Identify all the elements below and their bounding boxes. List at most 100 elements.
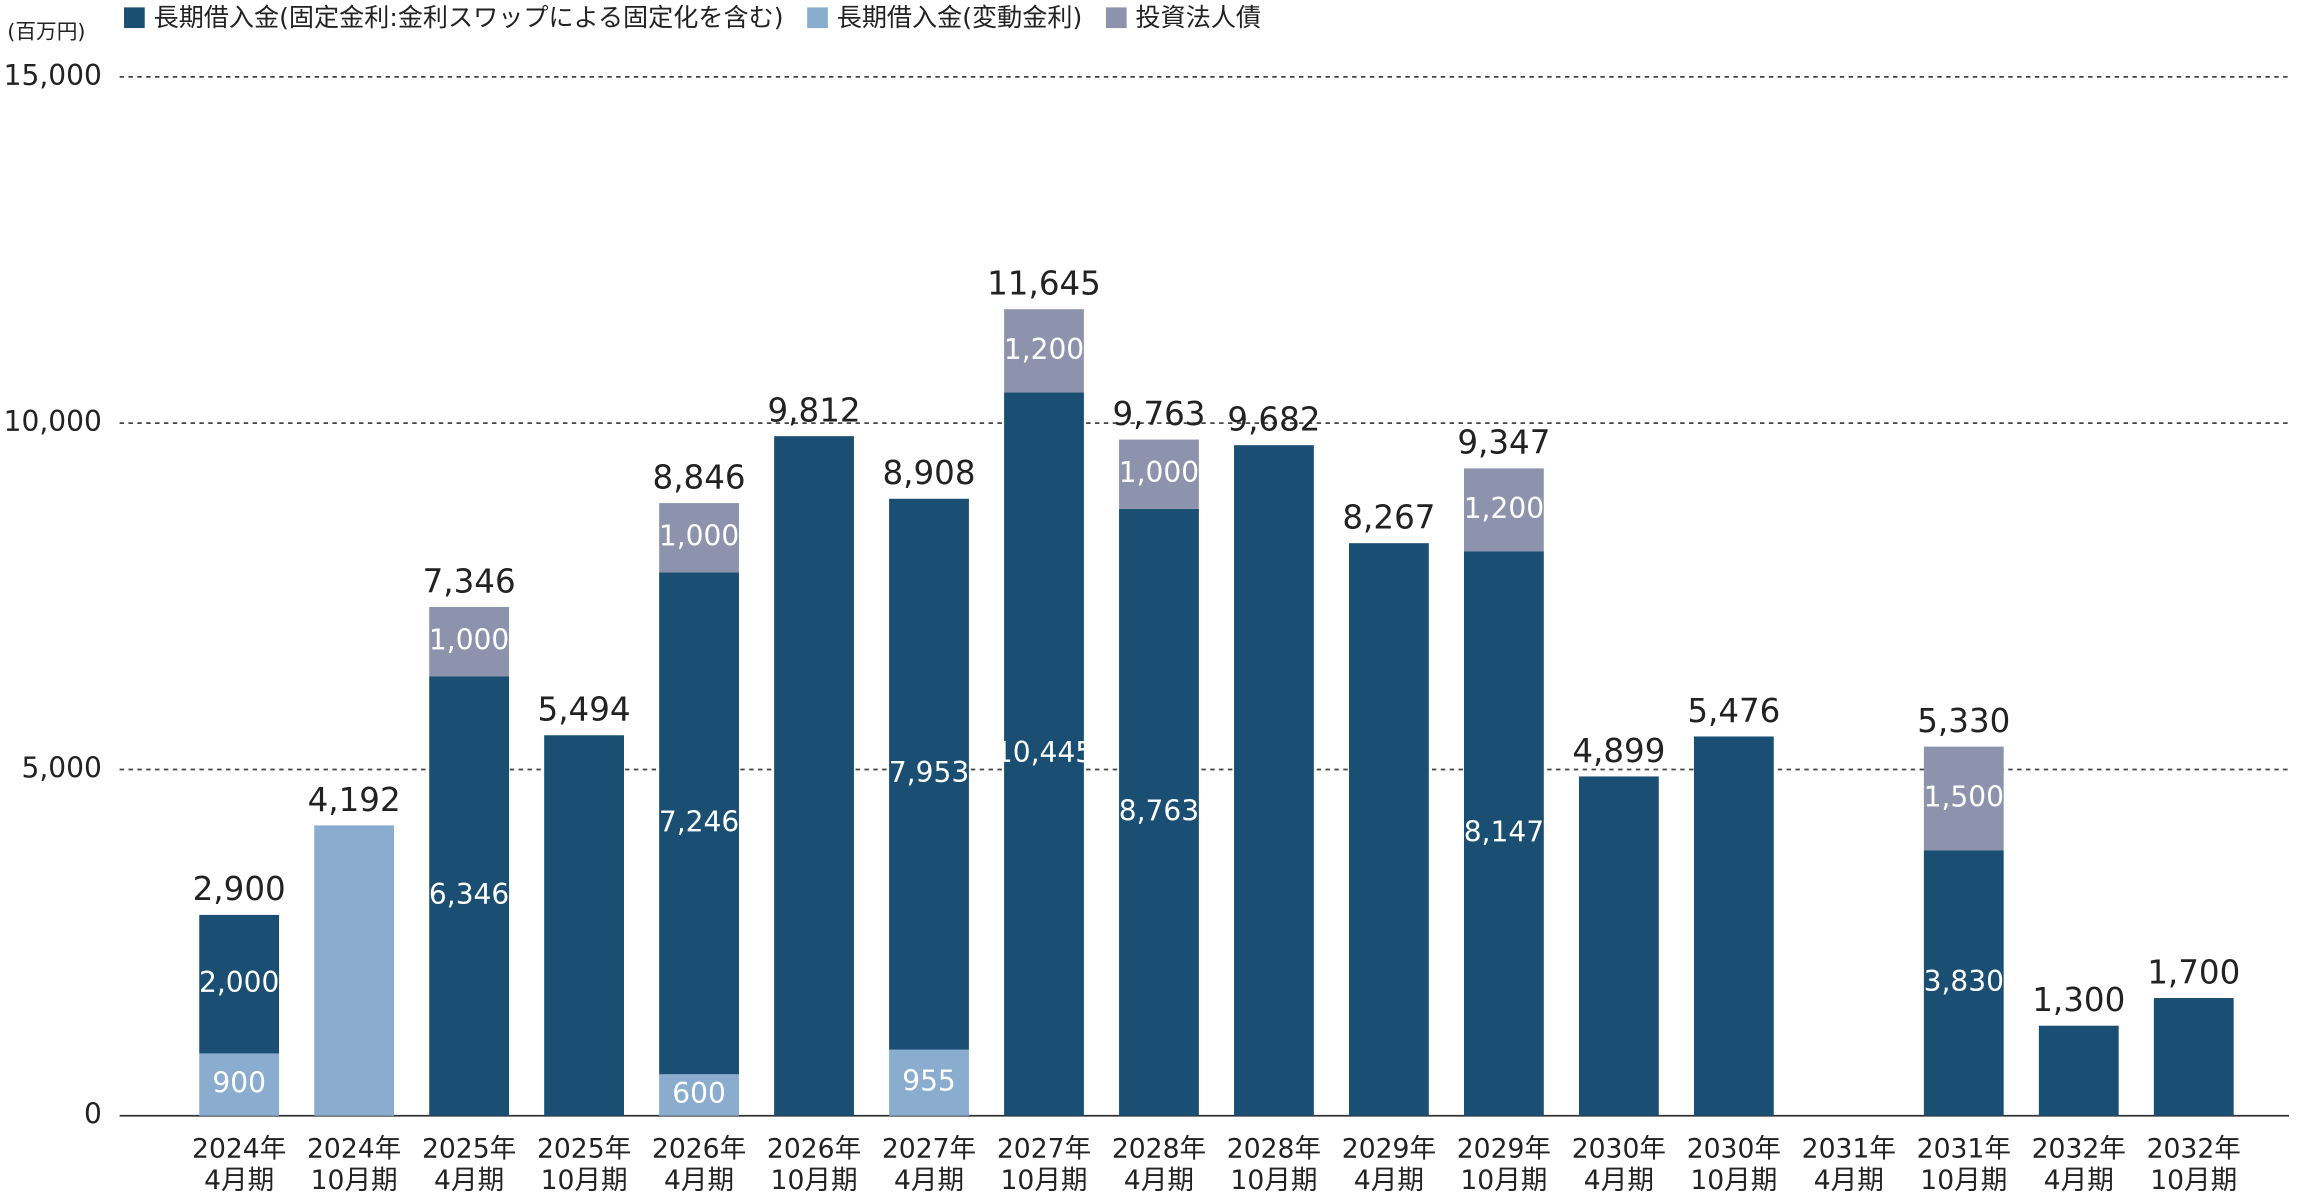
total-label: 4,899 bbox=[1572, 732, 1665, 770]
total-label: 9,682 bbox=[1227, 401, 1320, 439]
x-tick-line: 4月期 bbox=[1354, 1164, 1424, 1195]
segment-label: 1,500 bbox=[1924, 781, 2004, 814]
x-tick-line: 10月期 bbox=[1460, 1164, 1547, 1195]
segment-label: 1,000 bbox=[1119, 456, 1199, 489]
bar-segment bbox=[2153, 998, 2234, 1116]
bar-segment bbox=[429, 676, 510, 1116]
x-tick-line: 2029年 bbox=[1457, 1133, 1551, 1164]
bar-segment bbox=[659, 503, 739, 573]
legend-label: 長期借入金(変動金利) bbox=[837, 3, 1083, 32]
x-tick-label: 2028年 10月期 bbox=[1227, 1133, 1321, 1195]
segment-label: 8,147 bbox=[1464, 816, 1544, 849]
total-label: 8,267 bbox=[1342, 499, 1435, 537]
x-tick-label: 2031年 10月期 bbox=[1917, 1133, 2011, 1195]
x-tick-line: 4月期 bbox=[2044, 1164, 2114, 1195]
bar-segment bbox=[659, 572, 739, 1075]
legend-swatch bbox=[124, 7, 145, 29]
segment-label: 7,246 bbox=[659, 805, 739, 838]
x-tick-line: 2032年 bbox=[2032, 1133, 2126, 1164]
x-tick-line: 2026年 bbox=[652, 1133, 746, 1164]
segment-label: 1,000 bbox=[429, 624, 509, 657]
x-tick-line: 2030年 bbox=[1687, 1133, 1781, 1164]
x-tick-label: 2026年 4月期 bbox=[652, 1133, 746, 1195]
x-tick-line: 2032年 bbox=[2147, 1133, 2241, 1164]
x-tick-line: 4月期 bbox=[1124, 1164, 1194, 1195]
x-tick-line: 10月期 bbox=[2150, 1164, 2237, 1195]
x-tick-line: 2031年 bbox=[1917, 1133, 2011, 1164]
y-tick-label: 0 bbox=[84, 1098, 102, 1131]
x-tick-line: 2027年 bbox=[882, 1133, 976, 1164]
bar-segment bbox=[1693, 736, 1774, 1116]
segment-label: 3,830 bbox=[1924, 965, 2004, 998]
bar-segment bbox=[889, 1049, 969, 1116]
bar-segment bbox=[199, 914, 280, 1054]
x-tick-line: 2024年 bbox=[307, 1133, 401, 1164]
total-label: 8,908 bbox=[882, 454, 975, 492]
y-tick-label: 5,000 bbox=[22, 751, 102, 784]
segment-label: 900 bbox=[212, 1067, 266, 1100]
bar-segment bbox=[1004, 392, 1084, 1116]
x-tick-label: 2026年 10月期 bbox=[767, 1133, 861, 1195]
bar-segment bbox=[659, 1074, 739, 1116]
x-tick-line: 2027年 bbox=[997, 1133, 1091, 1164]
segment-label: 1,000 bbox=[659, 520, 739, 553]
total-label: 9,812 bbox=[768, 392, 861, 430]
x-tick-label: 2029年 10月期 bbox=[1457, 1133, 1551, 1195]
y-tick-label: 15,000 bbox=[4, 59, 102, 92]
segment-label: 600 bbox=[672, 1077, 726, 1110]
bar-segment bbox=[1004, 309, 1084, 393]
total-label: 11,645 bbox=[987, 265, 1101, 303]
bar-segment bbox=[774, 436, 854, 1116]
total-label: 1,700 bbox=[2147, 953, 2240, 991]
bar-segment bbox=[889, 498, 969, 1050]
total-label: 7,346 bbox=[423, 562, 516, 600]
bar-segment bbox=[1923, 746, 2004, 851]
bar-segment bbox=[1349, 543, 1429, 1116]
segment-label: 10,445 bbox=[995, 736, 1093, 769]
segment-label: 8,763 bbox=[1119, 794, 1199, 827]
x-tick-label: 2025年 4月期 bbox=[422, 1133, 516, 1195]
bar-segment bbox=[544, 735, 624, 1116]
total-label: 8,846 bbox=[653, 458, 746, 496]
bar-segment bbox=[429, 606, 510, 677]
x-tick-label: 2031年 4月期 bbox=[1802, 1133, 1896, 1195]
bar-segment bbox=[1119, 508, 1199, 1116]
unit-label: (百万円) bbox=[7, 20, 85, 44]
segment-label: 955 bbox=[902, 1065, 956, 1098]
bar-segment bbox=[1234, 445, 1314, 1116]
x-tick-line: 4月期 bbox=[664, 1164, 734, 1195]
x-tick-line: 2030年 bbox=[1572, 1133, 1666, 1164]
x-tick-line: 10月期 bbox=[1000, 1164, 1087, 1195]
x-tick-line: 2028年 bbox=[1227, 1133, 1321, 1164]
total-label: 2,900 bbox=[193, 870, 286, 908]
bar-segment bbox=[314, 825, 395, 1116]
total-label: 5,330 bbox=[1917, 702, 2010, 740]
x-tick-line: 10月期 bbox=[541, 1164, 628, 1195]
legend-label: 投資法人債 bbox=[1136, 3, 1262, 32]
total-label: 9,347 bbox=[1457, 424, 1550, 462]
bar-segment bbox=[2038, 1025, 2119, 1116]
x-tick-label: 2025年 10月期 bbox=[537, 1133, 631, 1195]
legend-swatch bbox=[1105, 7, 1127, 29]
legend-swatch bbox=[807, 7, 828, 29]
x-tick-line: 2024年 bbox=[192, 1133, 286, 1164]
x-tick-line: 10月期 bbox=[771, 1164, 858, 1195]
total-label: 5,476 bbox=[1687, 692, 1780, 730]
x-tick-label: 2024年 4月期 bbox=[192, 1133, 286, 1195]
x-tick-line: 10月期 bbox=[1690, 1164, 1777, 1195]
x-tick-line: 4月期 bbox=[434, 1164, 504, 1195]
x-tick-line: 2029年 bbox=[1342, 1133, 1436, 1164]
x-tick-label: 2029年 4月期 bbox=[1342, 1133, 1436, 1195]
x-tick-label: 2027年 4月期 bbox=[882, 1133, 976, 1195]
x-tick-line: 4月期 bbox=[1814, 1164, 1884, 1195]
x-tick-line: 10月期 bbox=[1920, 1164, 2007, 1195]
x-tick-line: 2028年 bbox=[1112, 1133, 1206, 1164]
x-tick-label: 2032年 10月期 bbox=[2147, 1133, 2241, 1195]
segment-label: 1,200 bbox=[1004, 333, 1084, 366]
x-tick-label: 2028年 4月期 bbox=[1112, 1133, 1206, 1195]
bar-segment bbox=[1463, 551, 1544, 1116]
x-tick-line: 10月期 bbox=[311, 1164, 398, 1195]
x-tick-label: 2030年 4月期 bbox=[1572, 1133, 1666, 1195]
legend-label: 長期借入金(固定金利:金利スワップによる固定化を含む) bbox=[154, 3, 784, 32]
bar-segment bbox=[1463, 468, 1544, 552]
